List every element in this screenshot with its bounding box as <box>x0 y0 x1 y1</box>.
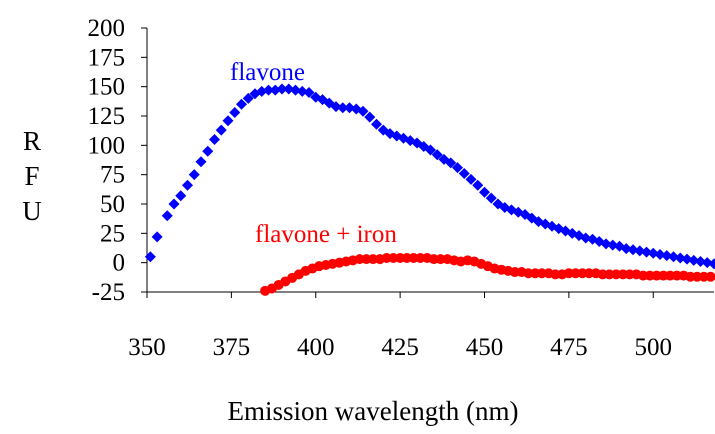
data-point <box>708 258 715 270</box>
data-point <box>188 169 200 181</box>
data-point <box>705 271 715 282</box>
y-axis-label: RFU <box>22 126 42 226</box>
data-point <box>620 243 632 255</box>
data-point <box>472 179 484 191</box>
y-axis-label-letter: U <box>22 196 42 226</box>
y-tick-label: 175 <box>88 44 126 71</box>
data-point <box>222 115 234 127</box>
data-point <box>242 92 254 104</box>
data-point <box>195 156 207 168</box>
data-point <box>647 247 659 259</box>
x-tick-label: 375 <box>213 334 251 361</box>
data-point <box>452 162 463 174</box>
y-axis-label-letter: R <box>23 126 41 156</box>
data-point <box>337 102 349 114</box>
data-point <box>668 251 679 263</box>
series-flavone-iron <box>260 252 715 296</box>
plot-area <box>144 83 715 296</box>
data-point <box>144 251 156 263</box>
data-point <box>688 254 700 266</box>
y-tick-label: -25 <box>92 279 125 306</box>
x-tick-label: 500 <box>635 334 673 361</box>
data-point <box>330 101 342 113</box>
data-point <box>425 144 436 156</box>
y-tick-label: 0 <box>113 250 126 277</box>
y-tick-label: 75 <box>100 162 125 189</box>
data-point <box>168 198 180 210</box>
data-point <box>283 83 295 95</box>
data-point <box>458 167 470 179</box>
data-point <box>202 145 214 157</box>
y-tick-label: 200 <box>88 15 126 42</box>
data-point <box>263 84 274 96</box>
y-axis-label-letter: F <box>24 161 39 191</box>
x-axis: 350 375 400 425 450 475 500 <box>128 291 714 361</box>
data-point <box>681 253 693 265</box>
series-flavone <box>144 83 715 270</box>
data-point <box>209 133 220 145</box>
data-point <box>485 192 497 204</box>
x-tick-label: 475 <box>550 334 588 361</box>
data-point <box>674 252 686 264</box>
data-point <box>151 231 163 243</box>
data-point <box>357 105 369 117</box>
x-tick-label: 425 <box>381 334 419 361</box>
data-point <box>479 186 490 198</box>
data-point <box>269 84 281 96</box>
data-point <box>229 106 241 118</box>
data-point <box>695 255 706 267</box>
data-point <box>431 149 443 161</box>
data-point <box>236 98 247 110</box>
data-point <box>641 246 652 258</box>
y-tick-label: 100 <box>88 132 126 159</box>
data-point <box>182 179 193 191</box>
data-point <box>445 157 457 169</box>
data-point <box>175 190 187 202</box>
data-point <box>256 85 268 97</box>
data-point <box>296 85 308 97</box>
data-point <box>215 124 227 136</box>
x-tick-label: 400 <box>297 334 335 361</box>
series-label-flavone: flavone <box>230 59 305 86</box>
data-point <box>627 244 639 256</box>
x-tick-label: 350 <box>128 334 166 361</box>
y-tick-label: 150 <box>88 74 126 101</box>
data-point <box>607 239 619 251</box>
data-point <box>303 87 315 99</box>
data-point <box>661 250 673 262</box>
data-point <box>290 84 301 96</box>
data-point <box>600 238 612 250</box>
series-label-flavone-iron: flavone + iron <box>255 221 397 248</box>
y-tick-label: 25 <box>100 220 125 247</box>
data-point <box>371 118 382 130</box>
data-point <box>344 102 355 114</box>
x-tick-label: 450 <box>466 334 504 361</box>
data-point <box>276 83 288 95</box>
data-point <box>654 248 666 260</box>
data-point <box>161 210 173 222</box>
y-tick-label: 50 <box>100 191 125 218</box>
data-point <box>465 173 477 185</box>
x-axis-label: Emission wavelength (nm) <box>228 396 519 426</box>
data-point <box>634 245 646 257</box>
y-tick-label: 125 <box>88 103 126 130</box>
data-point <box>580 232 592 244</box>
data-point <box>364 111 376 123</box>
data-point <box>701 257 713 269</box>
